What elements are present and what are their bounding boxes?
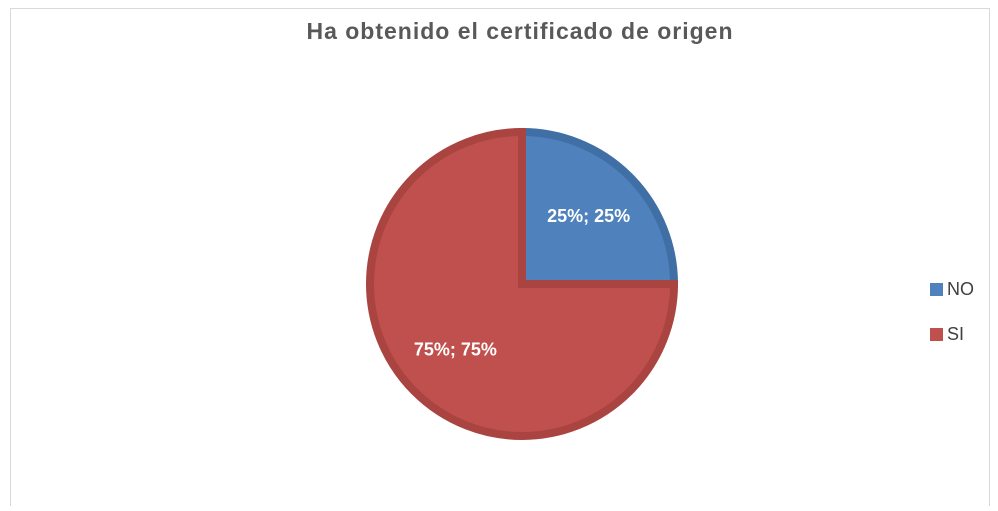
pie-slice [518, 127, 679, 288]
chart-title: Ha obtenido el certificado de origen [306, 18, 733, 44]
legend-label: NO [947, 279, 974, 299]
data-label: 75%; 75% [414, 339, 497, 359]
legend-swatch [930, 283, 943, 296]
data-label: 25%; 25% [547, 206, 630, 226]
pie-slice [366, 127, 679, 440]
legend-label: SI [947, 324, 964, 344]
legend-swatch [930, 328, 943, 341]
